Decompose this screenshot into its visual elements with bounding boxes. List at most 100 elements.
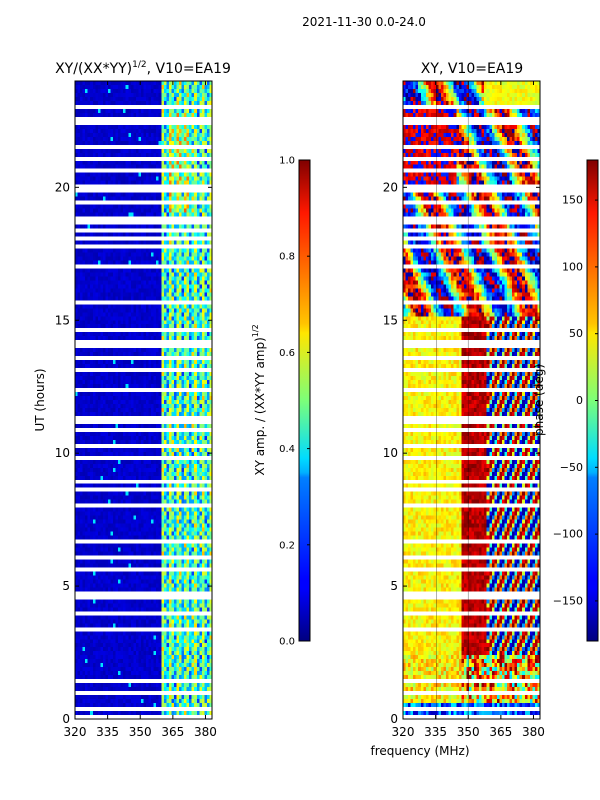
amp-cell (105, 312, 109, 317)
amp-cell (128, 360, 132, 365)
amp-cell (87, 344, 91, 349)
amp-cell (148, 435, 152, 441)
amp-cell (133, 304, 137, 309)
amp-cell (153, 431, 157, 437)
amp-cell (171, 200, 175, 205)
amp-cell (181, 232, 185, 237)
amp-cell (186, 336, 190, 341)
amp-cell (130, 439, 134, 445)
amp-cell (95, 400, 99, 405)
amp-cell (138, 352, 142, 357)
amp-cell (153, 300, 157, 305)
amp-cell (75, 136, 78, 142)
amp-cell (125, 264, 129, 269)
amp-cell (194, 439, 198, 445)
amp-cell (95, 196, 99, 201)
amp-cell (181, 212, 185, 217)
amp-cell (105, 88, 109, 94)
amp-cell (102, 160, 106, 166)
amp-cell (196, 296, 200, 301)
amp-cell (209, 100, 213, 106)
amp-cell (153, 372, 157, 377)
amp-cell (186, 340, 190, 345)
amp-cell (186, 144, 190, 150)
amp-cell (143, 280, 147, 285)
amp-cell (176, 236, 180, 241)
amp-cell (115, 439, 119, 445)
amp-cell (151, 431, 154, 437)
amp-cell (148, 368, 152, 373)
amp-cell (118, 156, 121, 162)
amp-cell (181, 388, 185, 393)
amp-cell (135, 136, 139, 142)
amp-cell (140, 407, 144, 413)
amp-cell (133, 212, 137, 217)
amp-cell (135, 160, 139, 166)
amp-cell (140, 172, 144, 177)
amp-cell (90, 140, 94, 146)
amp-cell (153, 160, 157, 166)
amp-cell (123, 344, 127, 349)
amp-cell (85, 208, 88, 213)
amp-cell (138, 447, 142, 453)
amp-cell (118, 288, 121, 293)
amp-cell (204, 403, 208, 409)
amp-cell (163, 112, 167, 118)
amp-cell (130, 407, 134, 413)
amp-cell (80, 443, 83, 449)
amp-cell (125, 300, 129, 305)
amp-cell (107, 380, 111, 385)
amp-cell (184, 400, 187, 405)
amp-cell (146, 92, 149, 98)
amp-cell (85, 268, 88, 273)
amp-cell (146, 272, 149, 277)
amp-cell (125, 184, 129, 189)
amp-cell (189, 280, 193, 285)
amp-cell (148, 376, 152, 381)
amp-cell (82, 356, 86, 361)
amp-cell (143, 276, 147, 281)
amp-cell (90, 160, 94, 166)
amp-cell (168, 248, 172, 253)
amp-cell (80, 124, 83, 130)
amp-cell (163, 220, 167, 225)
amp-cell (166, 360, 170, 365)
amp-cell (173, 184, 177, 189)
amp-cell (123, 415, 127, 421)
amp-cell (179, 192, 182, 197)
amp-cell (113, 348, 116, 353)
amp-cell (125, 284, 129, 289)
amp-cell (148, 403, 152, 409)
amp-cell (189, 316, 193, 321)
amp-cell (199, 352, 203, 357)
amp-cell (100, 188, 104, 193)
amp-cell (179, 88, 182, 94)
amp-cell (80, 356, 83, 361)
amp-cell (80, 403, 83, 409)
amp-cell (110, 152, 114, 158)
amp-cell (77, 180, 81, 185)
amp-cell (80, 435, 83, 441)
amp-cell (191, 380, 195, 385)
amp-cell (173, 384, 177, 389)
amp-cell (110, 435, 114, 441)
amp-cell (181, 352, 185, 357)
amp-cell (140, 104, 144, 110)
amp-cell (158, 236, 162, 241)
amp-cell (97, 435, 101, 441)
amp-cell (120, 435, 124, 441)
amp-cell (206, 300, 210, 305)
amp-cell (133, 324, 137, 329)
amp-cell (82, 140, 86, 146)
amp-cell (87, 411, 91, 417)
amp-cell (82, 380, 86, 385)
amp-cell (186, 140, 190, 146)
amp-cell (115, 140, 119, 146)
amp-cell (181, 180, 185, 185)
amp-cell (153, 84, 157, 90)
amp-cell (90, 312, 94, 317)
amp-cell (107, 411, 111, 417)
amp-cell (85, 136, 88, 142)
amp-cell (75, 224, 78, 229)
amp-cell (82, 328, 86, 333)
